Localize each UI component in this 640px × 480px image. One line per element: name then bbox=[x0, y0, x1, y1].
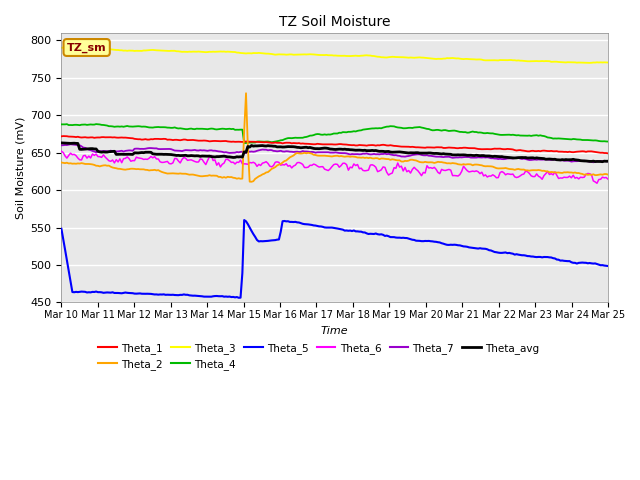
Theta_2 bbox=[522, 168, 529, 173]
Theta_avg bbox=[60, 140, 67, 146]
Theta_7 bbox=[394, 153, 401, 158]
Theta_avg bbox=[383, 149, 390, 155]
Theta_1 bbox=[61, 133, 69, 139]
Theta_6 bbox=[593, 180, 601, 186]
Theta_2 bbox=[60, 160, 67, 166]
Theta_5 bbox=[385, 233, 392, 239]
Theta_3 bbox=[604, 60, 612, 65]
Theta_7 bbox=[67, 142, 74, 147]
Theta_7 bbox=[60, 143, 67, 148]
Theta_2 bbox=[248, 179, 255, 185]
Title: TZ Soil Moisture: TZ Soil Moisture bbox=[279, 15, 390, 29]
Theta_6 bbox=[381, 165, 388, 170]
Theta_4 bbox=[557, 136, 564, 142]
Theta_6 bbox=[518, 172, 526, 178]
Theta_avg bbox=[381, 149, 388, 155]
Theta_5 bbox=[604, 263, 612, 269]
Theta_6 bbox=[383, 169, 390, 175]
Theta_1 bbox=[555, 149, 563, 155]
Theta_2 bbox=[604, 172, 612, 178]
Theta_4 bbox=[387, 123, 394, 129]
Theta_6 bbox=[553, 172, 561, 178]
Theta_1 bbox=[58, 133, 65, 139]
Theta_3 bbox=[555, 59, 563, 65]
Theta_4 bbox=[60, 121, 67, 127]
Theta_3 bbox=[383, 55, 390, 60]
Theta_4 bbox=[522, 132, 529, 138]
Theta_1 bbox=[394, 144, 401, 149]
Theta_2 bbox=[385, 156, 392, 162]
Theta_3 bbox=[68, 45, 76, 50]
Theta_avg bbox=[518, 155, 526, 160]
Text: TZ_sm: TZ_sm bbox=[67, 42, 106, 53]
Theta_6 bbox=[604, 176, 612, 182]
Theta_4 bbox=[92, 121, 100, 127]
Theta_4 bbox=[241, 140, 248, 146]
Theta_4 bbox=[604, 139, 612, 144]
Line: Theta_1: Theta_1 bbox=[61, 136, 608, 153]
Theta_7 bbox=[604, 158, 612, 164]
Line: Theta_2: Theta_2 bbox=[61, 93, 608, 182]
Theta_4 bbox=[385, 124, 392, 130]
Theta_5 bbox=[60, 236, 67, 242]
Line: Theta_avg: Theta_avg bbox=[61, 143, 608, 162]
Theta_1 bbox=[385, 143, 392, 148]
Theta_4 bbox=[396, 125, 403, 131]
Line: Theta_7: Theta_7 bbox=[61, 144, 608, 162]
Theta_5 bbox=[522, 252, 529, 258]
Theta_avg bbox=[58, 140, 65, 146]
Theta_2 bbox=[557, 170, 564, 176]
Theta_1 bbox=[520, 148, 528, 154]
Theta_3 bbox=[58, 45, 65, 51]
Theta_2 bbox=[242, 90, 250, 96]
Theta_7 bbox=[520, 156, 528, 161]
Theta_3 bbox=[60, 45, 67, 50]
Line: Theta_6: Theta_6 bbox=[61, 151, 608, 183]
Theta_2 bbox=[58, 160, 65, 166]
Theta_7 bbox=[385, 151, 392, 157]
Theta_3 bbox=[520, 58, 528, 64]
Theta_5 bbox=[241, 217, 248, 223]
Theta_3 bbox=[385, 54, 392, 60]
Theta_5 bbox=[235, 295, 243, 300]
Theta_5 bbox=[387, 234, 394, 240]
Theta_3 bbox=[586, 60, 593, 66]
Theta_1 bbox=[60, 133, 67, 139]
Theta_5 bbox=[396, 235, 403, 240]
Theta_3 bbox=[394, 54, 401, 60]
Theta_7 bbox=[58, 143, 65, 148]
Legend: Theta_1, Theta_2, Theta_3, Theta_4, Theta_5, Theta_6, Theta_7, Theta_avg: Theta_1, Theta_2, Theta_3, Theta_4, Thet… bbox=[94, 339, 544, 374]
Theta_2 bbox=[387, 157, 394, 163]
Theta_5 bbox=[557, 258, 564, 264]
Theta_6 bbox=[60, 150, 67, 156]
Theta_avg bbox=[598, 159, 606, 165]
Theta_1 bbox=[604, 150, 612, 156]
Theta_7 bbox=[589, 159, 597, 165]
Line: Theta_5: Theta_5 bbox=[61, 220, 608, 298]
Y-axis label: Soil Moisture (mV): Soil Moisture (mV) bbox=[15, 117, 25, 219]
Theta_avg bbox=[604, 158, 612, 164]
Theta_4 bbox=[58, 121, 65, 127]
X-axis label: Time: Time bbox=[321, 325, 349, 336]
Line: Theta_4: Theta_4 bbox=[61, 124, 608, 143]
Theta_6 bbox=[392, 166, 400, 171]
Theta_1 bbox=[383, 143, 390, 148]
Theta_avg bbox=[553, 157, 561, 163]
Theta_5 bbox=[58, 226, 65, 232]
Theta_7 bbox=[383, 151, 390, 157]
Theta_2 bbox=[396, 157, 403, 163]
Theta_7 bbox=[555, 157, 563, 163]
Line: Theta_3: Theta_3 bbox=[61, 48, 608, 63]
Theta_6 bbox=[58, 148, 65, 154]
Theta_avg bbox=[392, 149, 400, 155]
